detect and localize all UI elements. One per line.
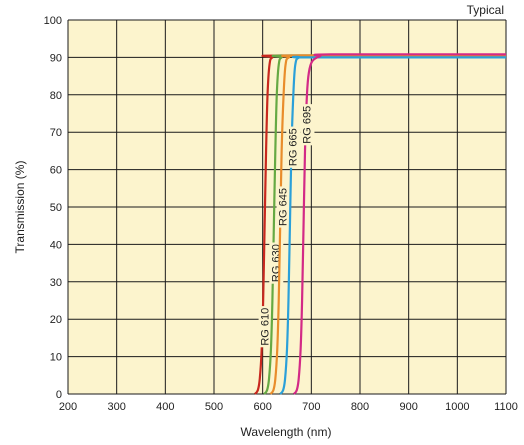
series-rg-645: RG 645 (269, 54, 507, 395)
series-label-bg (300, 104, 315, 146)
y-tick-label: 20 (50, 314, 62, 326)
tick-labels: 200 300 400 500 600 700 800 900 1000 1100 0 10 20 30 4… (44, 15, 518, 413)
series-label-bg (258, 306, 273, 348)
x-axis-title: Wavelength (nm) (241, 425, 332, 439)
y-tick-label: 90 (50, 52, 62, 64)
y-tick-label: 70 (50, 127, 62, 139)
y-tick-label: 40 (50, 239, 62, 251)
x-tick-label: 700 (302, 401, 320, 413)
series-label-bg (286, 126, 301, 168)
y-tick-label: 100 (44, 15, 62, 27)
x-tick-label: 200 (59, 401, 77, 413)
y-tick-label: 30 (50, 277, 62, 289)
x-tick-label: 800 (351, 401, 369, 413)
x-tick-label: 300 (107, 401, 125, 413)
series-line (269, 54, 507, 395)
y-tick-label: 50 (50, 202, 62, 214)
series-line (254, 54, 507, 395)
series-label: RG 695 (301, 106, 313, 144)
series-rg-665: RG 665 (279, 55, 506, 395)
series-rg-695: RG 695 (292, 53, 507, 395)
series-label: RG 645 (278, 188, 290, 226)
x-tick-label: 1100 (494, 401, 518, 413)
y-tick-label: 10 (50, 352, 62, 364)
x-tick-label: 900 (399, 401, 417, 413)
series-label: RG 665 (287, 128, 299, 166)
x-tick-label: 1000 (445, 401, 469, 413)
y-tick-label: 0 (56, 389, 62, 401)
series-label-bg (276, 186, 291, 228)
x-tick-label: 600 (253, 401, 271, 413)
series-line (263, 54, 507, 395)
y-tick-label: 60 (50, 165, 62, 177)
series-label: RG 610 (260, 308, 272, 346)
y-tick-label: 80 (50, 90, 62, 102)
x-tick-label: 400 (156, 401, 174, 413)
typical-note: Typical (467, 3, 504, 17)
series-rg-610: RG 610 (254, 54, 507, 395)
y-axis-title: Transmission (%) (13, 161, 27, 254)
x-tick-label: 500 (205, 401, 223, 413)
